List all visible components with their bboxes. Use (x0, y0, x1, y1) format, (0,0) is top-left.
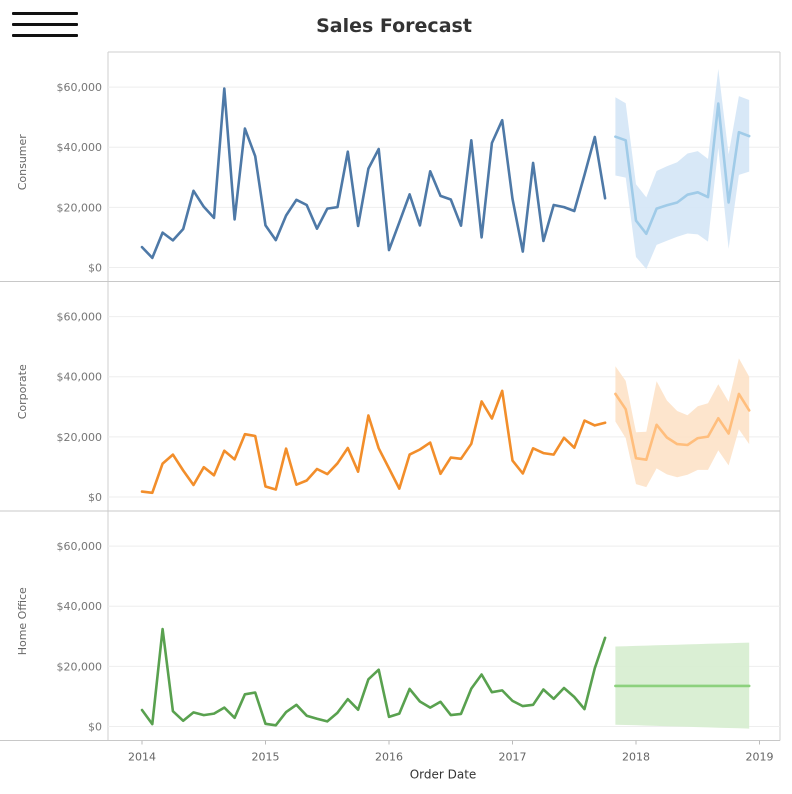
forecast-line (614, 102, 751, 236)
panel-consumer: $0 $20,000 $40,000 $60,000 Consumer (0, 69, 780, 282)
forecast-line (614, 392, 751, 462)
y-tick-label: $60,000 (57, 81, 103, 94)
actual-sales-line (140, 87, 607, 260)
y-tick-label: $40,000 (57, 141, 103, 154)
y-tick-label: $20,000 (57, 660, 103, 673)
actual-sales-line (140, 627, 607, 727)
y-tick-label: $60,000 (57, 540, 103, 553)
segment-label: Corporate (16, 364, 29, 419)
y-tick-label: $0 (88, 721, 102, 734)
y-tick-label: $20,000 (57, 201, 103, 214)
forecast-band (615, 69, 750, 269)
panel-corporate: $0 $20,000 $40,000 $60,000 Corporate (0, 311, 780, 512)
x-axis-title: Order Date (410, 768, 477, 782)
x-tick-label: 2017 (499, 751, 527, 764)
x-tick-label: 2016 (375, 751, 403, 764)
hamburger-menu-icon[interactable] (12, 12, 80, 38)
x-tick-label: 2018 (622, 751, 650, 764)
forecast-band (615, 358, 750, 488)
y-tick-label: $0 (88, 491, 102, 504)
panel-home-office: $0 $20,000 $40,000 $60,000 Home Office (0, 540, 780, 741)
y-tick-label: $40,000 (57, 600, 103, 613)
actual-sales-line (140, 389, 607, 495)
y-tick-label: $60,000 (57, 311, 103, 324)
x-tick-label: 2015 (252, 751, 280, 764)
chart-title: Sales Forecast (316, 15, 472, 37)
segment-label: Consumer (16, 134, 29, 191)
y-tick-label: $0 (88, 262, 102, 275)
x-tick-label: 2019 (746, 751, 774, 764)
segment-label: Home Office (16, 587, 29, 655)
x-tick-label: 2014 (128, 751, 156, 764)
y-tick-label: $20,000 (57, 431, 103, 444)
y-tick-label: $40,000 (57, 371, 103, 384)
